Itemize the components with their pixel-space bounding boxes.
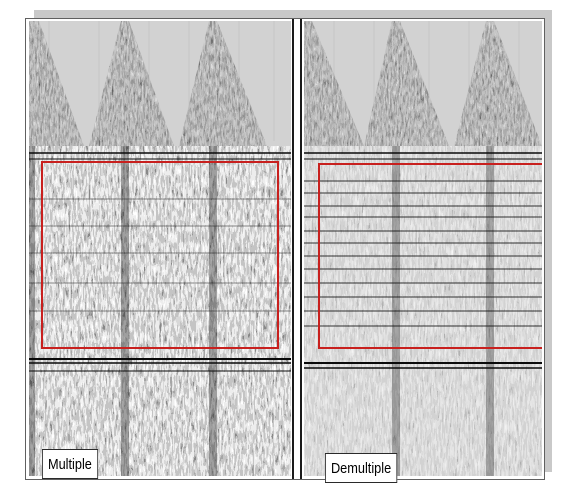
multiple-seismic-panel [29, 21, 291, 476]
multiple-seismic-image [29, 21, 291, 476]
multiple-label: Multiple [42, 449, 98, 479]
panel-divider [292, 19, 302, 479]
figure-frame: Multiple Demultiple [25, 18, 545, 483]
demultiple-seismic-image [304, 21, 542, 476]
demultiple-seismic-panel [304, 21, 542, 476]
highlight-box [41, 161, 279, 349]
demultiple-label: Demultiple [325, 453, 398, 483]
highlight-box [318, 163, 542, 349]
